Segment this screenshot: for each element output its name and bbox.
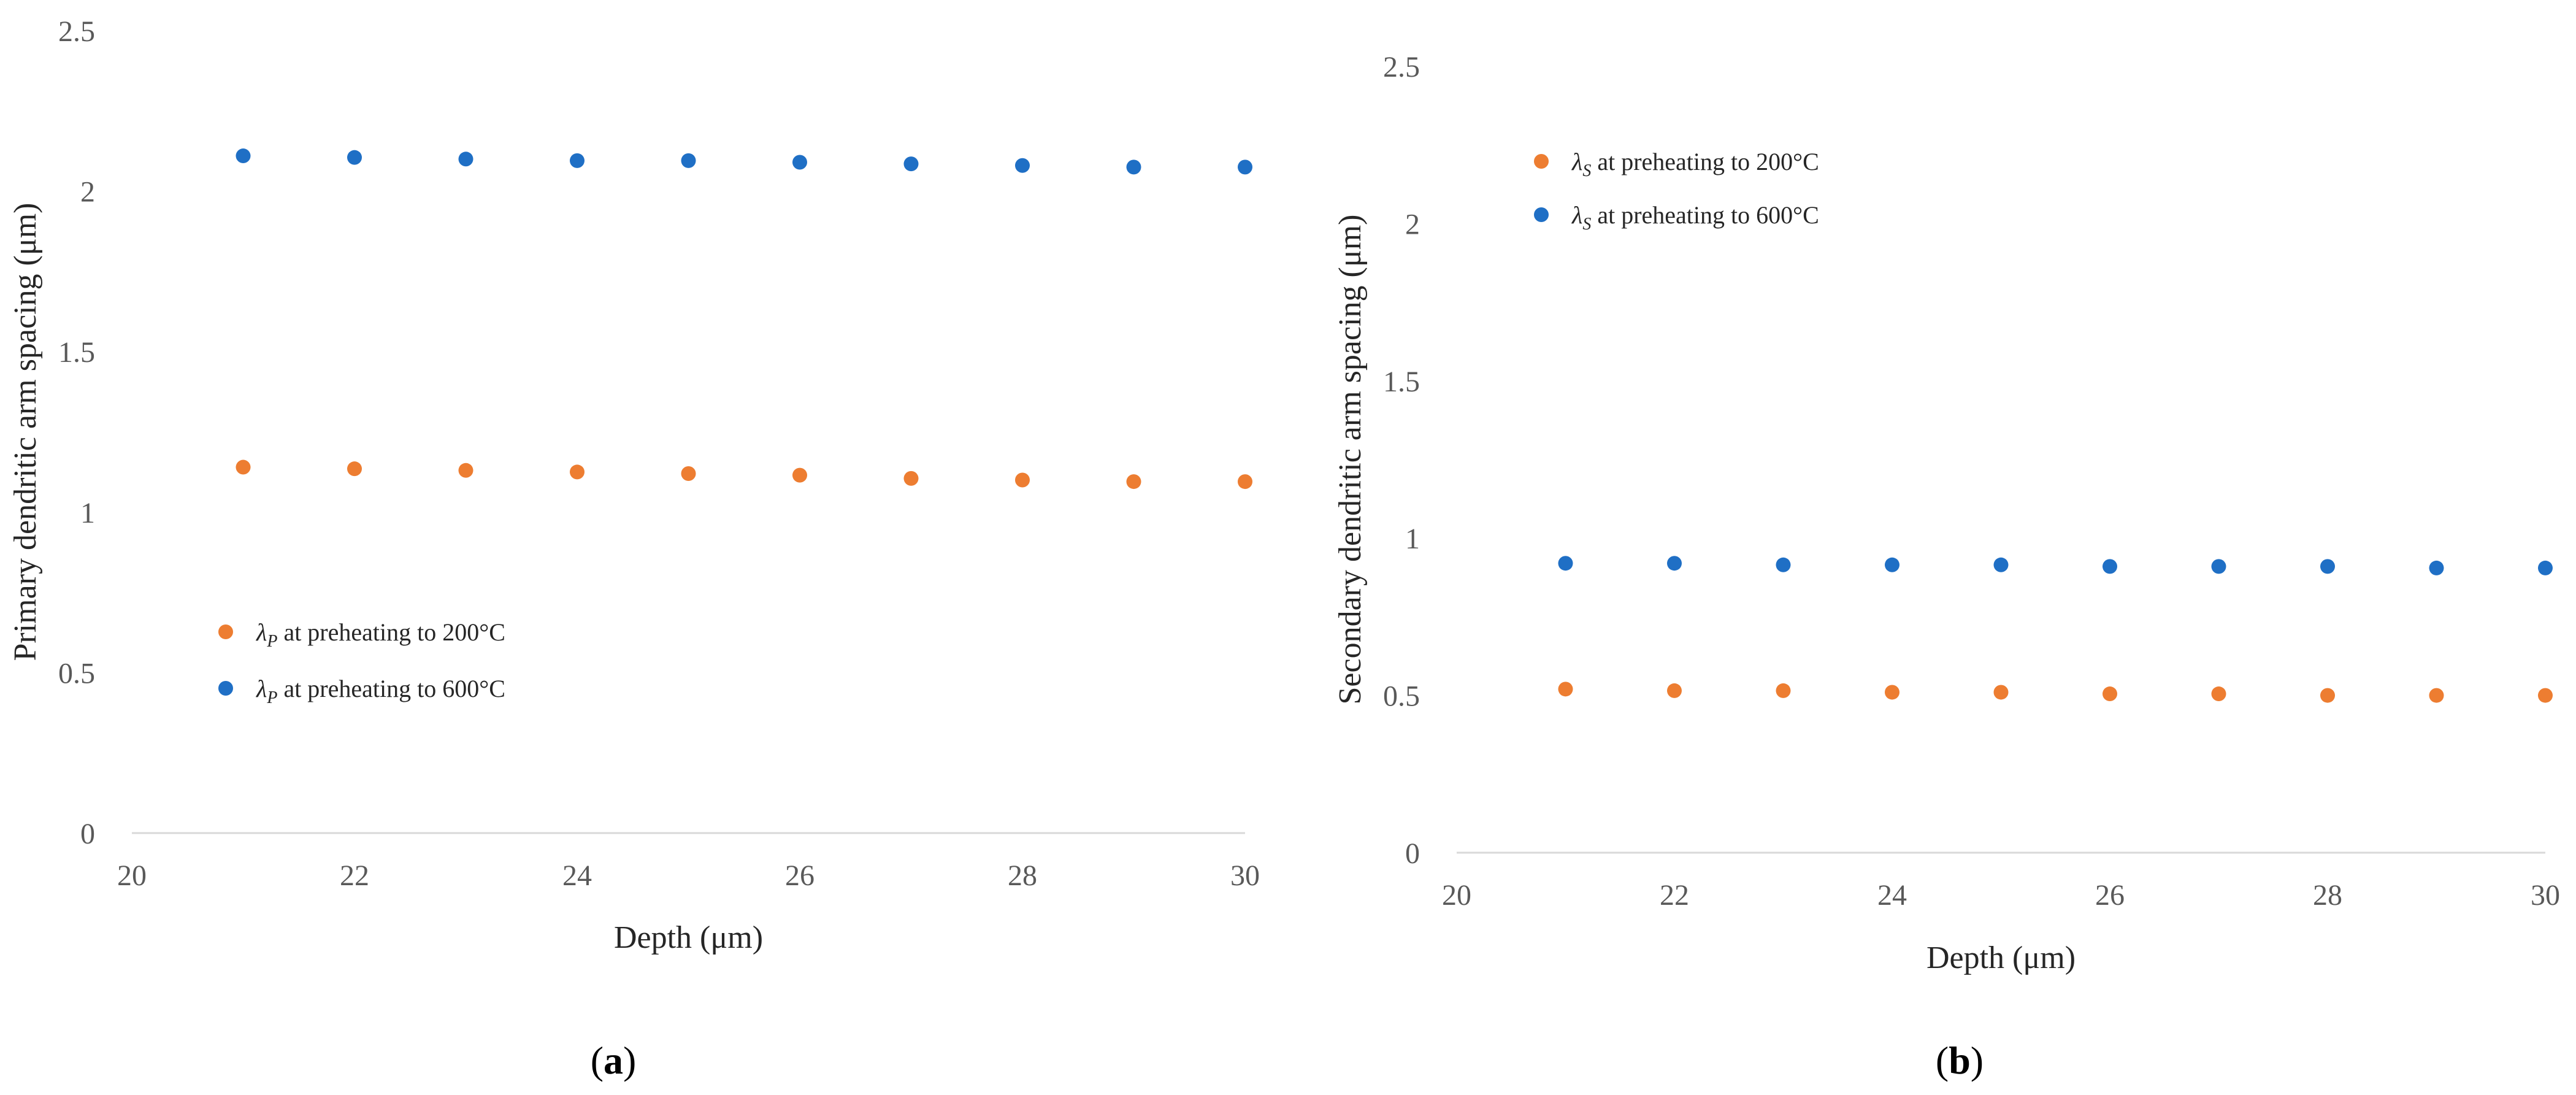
legend-item: λS at preheating to 600°C (1534, 201, 1819, 234)
legend-marker (1534, 207, 1549, 222)
legend-label: λS at preheating to 600°C (1571, 201, 1819, 234)
data-point (2211, 559, 2226, 574)
x-tick-label: 28 (1008, 859, 1037, 892)
data-point (236, 459, 251, 475)
x-tick-label: 20 (1442, 879, 1471, 912)
legend-item: λS at preheating to 200°C (1534, 148, 1819, 180)
data-point (1993, 557, 2009, 572)
panel-label-a: (a) (591, 1039, 637, 1082)
series-1 (236, 459, 1252, 490)
legend-label: λP at preheating to 600°C (256, 675, 505, 707)
legend-item: λP at preheating to 200°C (218, 618, 505, 651)
data-point (2429, 688, 2444, 703)
data-point (458, 152, 473, 167)
legend-marker (218, 681, 233, 696)
y-tick-label: 1 (1405, 523, 1420, 555)
y-tick-label: 2.5 (58, 15, 95, 48)
data-point (2320, 559, 2335, 574)
y-tick-label: 0.5 (1383, 680, 1420, 713)
y-tick-label: 1.5 (58, 336, 95, 369)
data-point (2320, 688, 2335, 703)
y-tick-label: 0 (80, 818, 95, 850)
data-point (903, 471, 919, 486)
data-point (1885, 557, 1899, 572)
data-point (1993, 685, 2009, 700)
x-axis-title: Depth (μm) (1926, 940, 2076, 975)
data-point (1776, 683, 1791, 698)
data-point (2103, 559, 2117, 574)
legend-marker (218, 624, 233, 639)
chart-panel-b: 20 22 24 26 28 30 0 0.5 1 1.5 2 2.5 Depth (μm) Second… (1333, 51, 2560, 975)
data-point (2538, 688, 2553, 703)
legend: λS at preheating to 200°C λS at preheatin… (1534, 148, 1819, 234)
y-tick-label: 1 (80, 497, 95, 529)
y-tick-label: 2.5 (1383, 51, 1420, 83)
data-point (1015, 472, 1030, 488)
x-tick-label: 30 (1230, 859, 1260, 892)
data-point (1776, 557, 1791, 572)
x-axis-title: Depth (μm) (614, 920, 763, 955)
data-point (1015, 158, 1030, 173)
y-axis-title: Primary dendritic arm spacing (μm) (8, 203, 43, 661)
data-point (347, 461, 362, 477)
data-point (1667, 683, 1682, 698)
data-point (1238, 474, 1252, 490)
y-tick-label: 2 (1405, 208, 1420, 240)
data-point (570, 153, 585, 168)
x-tick-label: 22 (1660, 879, 1689, 912)
data-point (1238, 159, 1252, 175)
series-2 (236, 148, 1252, 175)
data-point (570, 464, 585, 480)
legend-item: λP at preheating to 600°C (218, 675, 505, 707)
data-point (1885, 685, 1899, 700)
x-tick-label: 26 (2095, 879, 2125, 912)
chart-panel-a: 20 22 24 26 28 30 0 0.5 1 1.5 2 2.5 Depth (μm) Primar… (8, 15, 1260, 955)
y-axis-title: Secondary dendritic arm spacing (μm) (1333, 215, 1368, 705)
data-point (2211, 686, 2226, 702)
y-tick-label: 0 (1405, 837, 1420, 870)
data-point (1667, 556, 1682, 571)
y-tick-label: 2 (80, 176, 95, 209)
legend-label: λP at preheating to 200°C (256, 618, 505, 651)
data-point (2538, 560, 2553, 575)
data-point (792, 467, 807, 483)
x-tick-label: 30 (2531, 879, 2560, 912)
data-point (2103, 686, 2117, 702)
data-point (1558, 682, 1573, 697)
x-tick-label: 20 (117, 859, 147, 892)
data-point (236, 148, 251, 164)
x-tick-label: 28 (2313, 879, 2342, 912)
legend: λP at preheating to 200°C λP at preheatin… (218, 618, 505, 707)
legend-label: λS at preheating to 200°C (1571, 148, 1819, 180)
y-tick-label: 1.5 (1383, 366, 1420, 398)
data-point (347, 150, 362, 165)
x-tick-label: 22 (340, 859, 369, 892)
data-point (1558, 556, 1573, 571)
x-tick-label: 26 (785, 859, 815, 892)
data-point (903, 156, 919, 172)
panel-label-b: (b) (1936, 1039, 1984, 1082)
series-2 (1558, 556, 2553, 575)
data-point (1126, 474, 1141, 490)
series-1 (1558, 682, 2553, 703)
x-tick-label: 24 (1877, 879, 1907, 912)
data-point (2429, 560, 2444, 575)
data-point (681, 153, 696, 168)
data-point (1126, 159, 1141, 175)
x-tick-label: 24 (562, 859, 592, 892)
data-point (792, 155, 807, 170)
data-point (458, 463, 473, 478)
data-point (681, 466, 696, 482)
legend-marker (1534, 154, 1549, 169)
y-tick-label: 0.5 (58, 657, 95, 690)
